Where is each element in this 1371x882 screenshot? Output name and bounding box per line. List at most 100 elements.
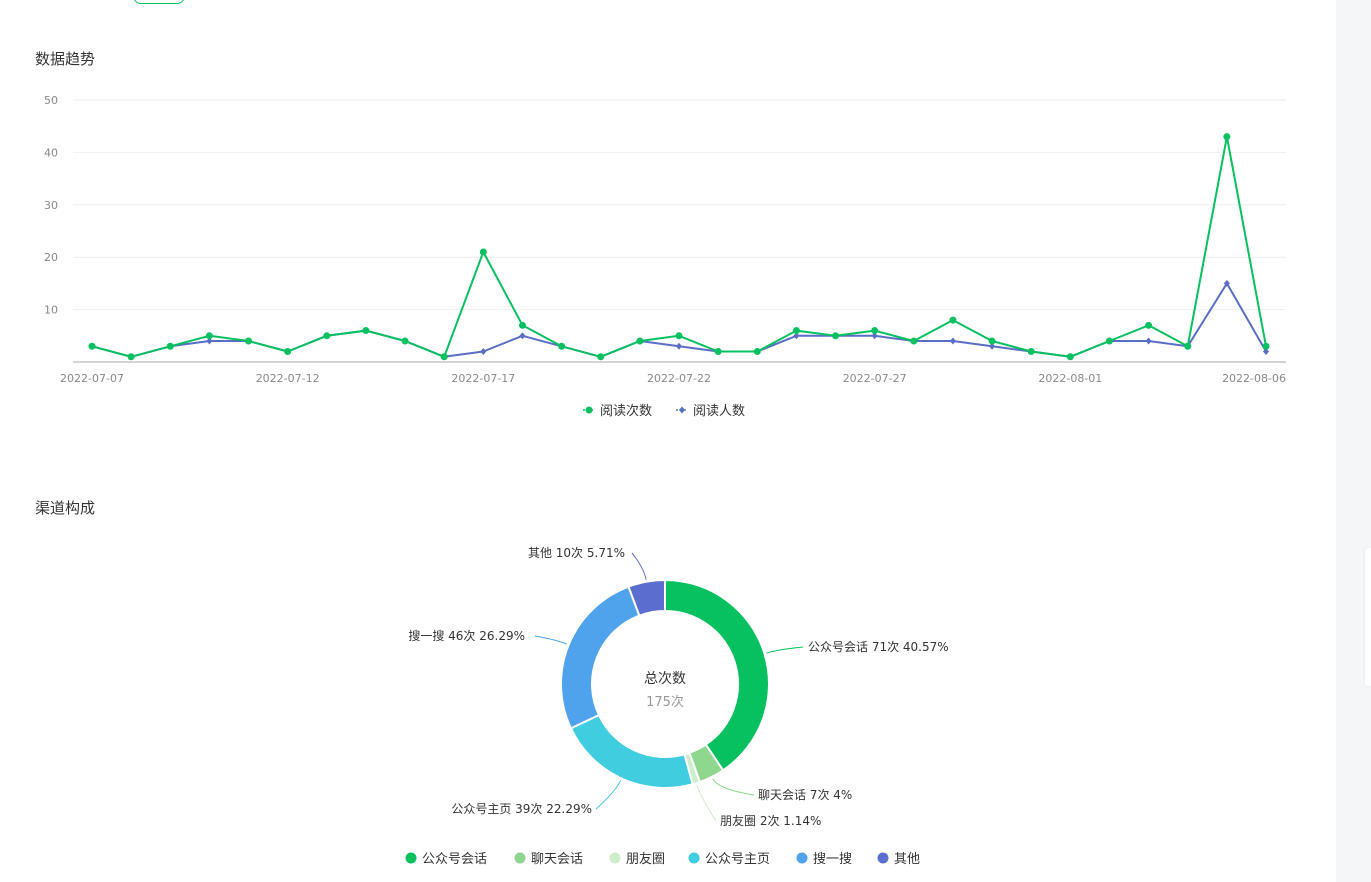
slice-label-line xyxy=(595,780,622,810)
data-point-reads[interactable] xyxy=(910,337,918,345)
data-point-reads[interactable] xyxy=(1262,342,1270,350)
data-point-reads[interactable] xyxy=(401,337,409,345)
donut-center-value: 175次 xyxy=(646,694,684,710)
slice-label: 公众号主页 39次 22.29% xyxy=(451,802,592,816)
data-point-reads[interactable] xyxy=(518,321,526,329)
circle-marker-icon xyxy=(585,406,593,414)
series-line-reads xyxy=(91,135,1267,358)
data-point-readers[interactable] xyxy=(676,342,682,350)
legend-item-channel-4[interactable]: 搜一搜 xyxy=(796,852,853,867)
legend-item-readers[interactable]: 阅读人数 xyxy=(676,404,745,419)
data-point-readers[interactable] xyxy=(519,332,526,340)
channel-section-title: 渠道构成 xyxy=(35,499,96,517)
data-point-reads[interactable] xyxy=(832,332,840,340)
legend-item-channel-3[interactable]: 公众号主页 xyxy=(688,852,771,867)
donut-slice-3[interactable] xyxy=(569,713,694,789)
legend-item-channel-2[interactable]: 朋友圈 xyxy=(609,851,666,867)
data-point-reads[interactable] xyxy=(166,342,174,350)
legend-dot-icon xyxy=(514,852,526,864)
legend-item-channel-1[interactable]: 聊天会话 xyxy=(514,852,584,867)
legend-label: 搜一搜 xyxy=(813,852,852,867)
y-tick-label: 50 xyxy=(44,94,58,107)
data-point-reads[interactable] xyxy=(792,327,800,335)
data-point-reads[interactable] xyxy=(558,342,566,350)
legend-dot-icon xyxy=(609,852,621,864)
legend-label: 公众号主页 xyxy=(705,852,770,867)
data-point-readers[interactable] xyxy=(871,332,878,340)
data-point-reads[interactable] xyxy=(127,353,135,361)
slice-label-line xyxy=(631,552,647,580)
data-point-readers[interactable] xyxy=(949,337,956,345)
diamond-marker-icon xyxy=(679,406,685,414)
slice-label-line xyxy=(534,635,567,645)
x-tick-label: 2022-07-27 xyxy=(843,372,907,385)
slice-label-line xyxy=(696,784,717,822)
donut-slice-4[interactable] xyxy=(560,585,641,730)
data-point-reads[interactable] xyxy=(88,342,96,350)
x-tick-label: 2022-07-12 xyxy=(256,372,320,385)
data-point-readers[interactable] xyxy=(1223,279,1230,287)
data-point-readers[interactable] xyxy=(989,342,996,350)
x-tick-label: 2022-07-07 xyxy=(60,372,124,385)
y-tick-label: 40 xyxy=(44,146,58,159)
data-point-reads[interactable] xyxy=(1066,353,1074,361)
channel-donut-chart: 公众号会话 71次 40.57% 聊天会话 7次 4% 朋友圈 2次 1.14% 公众… xyxy=(405,546,949,867)
data-point-reads[interactable] xyxy=(871,327,879,335)
data-point-reads[interactable] xyxy=(323,332,331,340)
legend-label: 阅读人数 xyxy=(693,404,745,419)
data-point-reads[interactable] xyxy=(284,348,292,356)
legend-item-channel-0[interactable]: 公众号会话 xyxy=(405,852,488,867)
data-point-reads[interactable] xyxy=(245,337,253,345)
legend-item-reads[interactable]: 阅读次数 xyxy=(583,403,652,419)
legend-label: 聊天会话 xyxy=(531,852,583,867)
slice-label: 朋友圈 2次 1.14% xyxy=(720,814,821,828)
right-scroll-strip xyxy=(1336,0,1371,882)
data-point-reads[interactable] xyxy=(714,348,722,356)
data-point-readers[interactable] xyxy=(1263,348,1269,356)
legend-label: 阅读次数 xyxy=(600,403,652,419)
y-tick-label: 30 xyxy=(44,199,58,212)
x-tick-label: 2022-07-22 xyxy=(647,372,711,385)
data-point-reads[interactable] xyxy=(479,248,487,256)
data-point-reads[interactable] xyxy=(949,316,957,324)
data-point-readers[interactable] xyxy=(793,332,800,340)
data-point-reads[interactable] xyxy=(205,332,213,340)
x-tick-label: 2022-08-06 xyxy=(1222,372,1286,385)
y-tick-label: 20 xyxy=(44,251,58,264)
trend-legend: 阅读次数 阅读人数 xyxy=(583,403,745,419)
data-point-readers[interactable] xyxy=(206,337,213,345)
data-point-reads[interactable] xyxy=(1027,348,1035,356)
legend-label: 其他 xyxy=(894,852,920,867)
data-point-reads[interactable] xyxy=(597,353,605,361)
x-tick-label: 2022-08-01 xyxy=(1038,372,1102,385)
side-panel-edge[interactable] xyxy=(1365,548,1371,686)
donut-slice-5[interactable] xyxy=(627,578,666,617)
slice-label-line xyxy=(766,646,804,654)
data-point-readers[interactable] xyxy=(1145,337,1152,345)
data-point-readers[interactable] xyxy=(480,348,487,356)
data-point-reads[interactable] xyxy=(362,327,370,335)
legend-dot-icon xyxy=(877,852,889,864)
legend-dot-icon xyxy=(688,852,700,864)
x-tick-label: 2022-07-17 xyxy=(451,372,515,385)
trend-line-chart: 50 40 30 20 10 2022-07-07 2022-07-12 2022-07-17… xyxy=(44,94,1286,419)
data-point-reads[interactable] xyxy=(988,337,996,345)
legend-item-channel-5[interactable]: 其他 xyxy=(877,852,921,867)
top-tab-pill[interactable] xyxy=(133,0,185,4)
data-point-reads[interactable] xyxy=(675,332,683,340)
channel-legend: 公众号会话 聊天会话 朋友圈 公众号主页 搜一搜 其他 xyxy=(405,851,921,867)
slice-label: 搜一搜 46次 26.29% xyxy=(408,628,525,643)
slice-label: 公众号会话 71次 40.57% xyxy=(808,640,949,654)
data-point-reads[interactable] xyxy=(1184,342,1192,350)
data-point-reads[interactable] xyxy=(440,353,448,361)
donut-slice-0[interactable] xyxy=(664,578,770,772)
data-point-reads[interactable] xyxy=(753,348,761,356)
data-point-reads[interactable] xyxy=(1105,337,1113,345)
data-point-reads[interactable] xyxy=(636,337,644,345)
slice-label: 聊天会话 7次 4% xyxy=(758,788,852,802)
legend-label: 朋友圈 xyxy=(626,851,665,867)
data-point-reads[interactable] xyxy=(1145,321,1153,329)
donut-center-title: 总次数 xyxy=(644,671,686,687)
data-point-reads[interactable] xyxy=(1223,133,1231,141)
slice-label-line xyxy=(712,778,755,796)
